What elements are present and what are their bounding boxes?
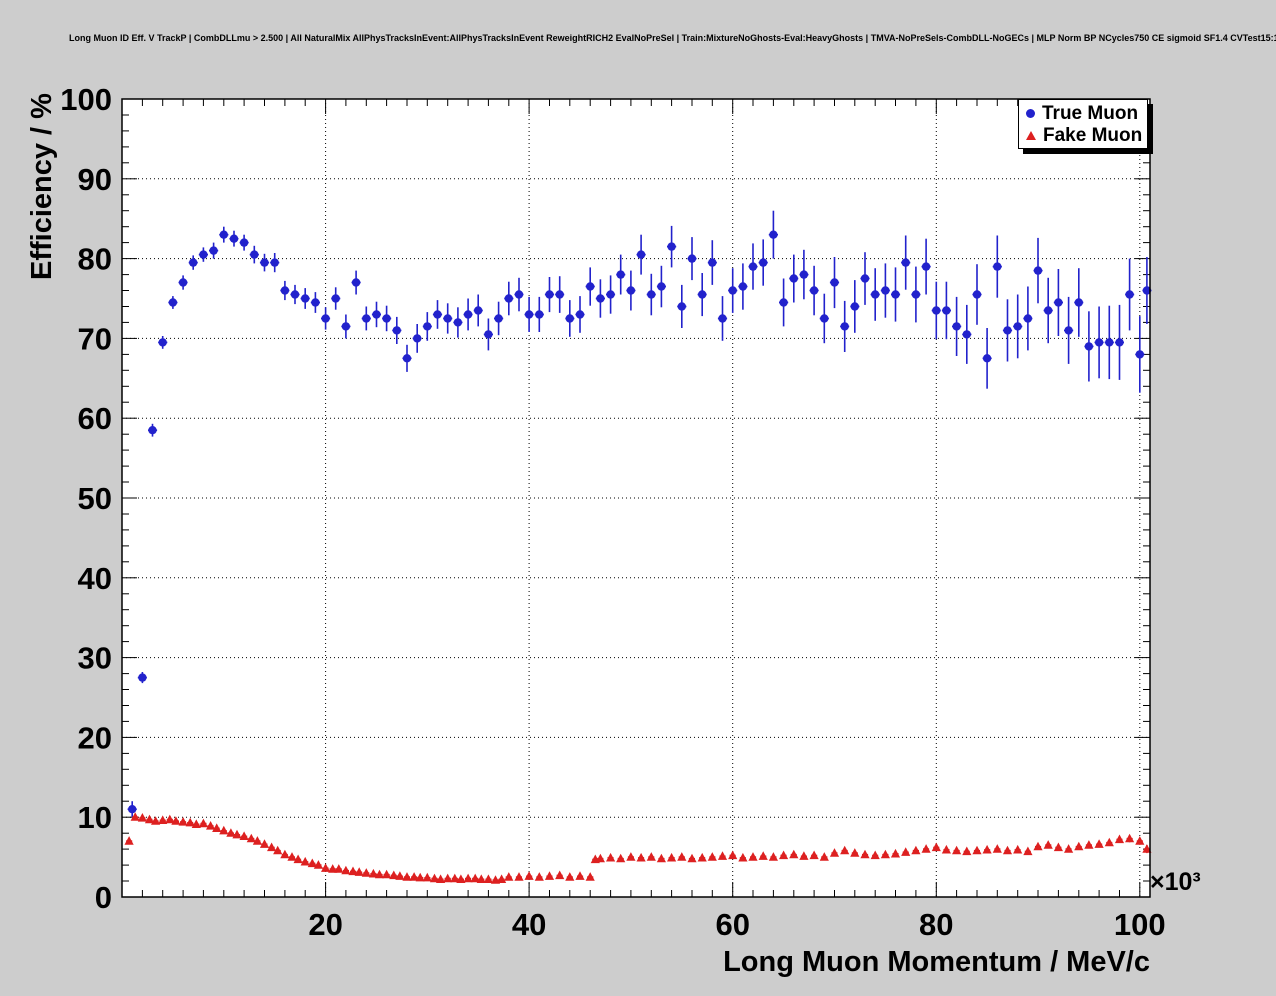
legend: True Muon Fake Muon [1018,99,1148,149]
svg-text:10: 10 [78,800,112,835]
svg-text:60: 60 [715,907,749,942]
svg-text:20: 20 [308,907,342,942]
svg-text:50: 50 [78,481,112,516]
legend-label-true-muon: True Muon [1042,102,1139,124]
svg-text:100: 100 [60,82,112,117]
legend-entry-fake-muon: Fake Muon [1019,126,1147,145]
fake-muon-marker-icon [1026,130,1036,140]
true-muon-marker-icon [1026,108,1035,118]
svg-text:70: 70 [78,321,112,356]
svg-text:40: 40 [78,561,112,596]
svg-text:20: 20 [78,720,112,755]
svg-text:100: 100 [1114,907,1166,942]
svg-text:60: 60 [78,401,112,436]
svg-text:80: 80 [78,242,112,277]
y-axis-title: Efficiency / % [26,93,58,280]
svg-text:90: 90 [78,162,112,197]
legend-entry-true-muon: True Muon [1019,104,1147,123]
x-axis-multiplier: ×10³ [1150,868,1201,896]
svg-text:80: 80 [919,907,953,942]
plot-title: Long Muon ID Eff. V TrackP | CombDLLmu >… [69,33,1276,43]
x-axis-title: Long Muon Momentum / MeV/c [723,946,1150,978]
legend-label-fake-muon: Fake Muon [1043,124,1143,146]
svg-text:0: 0 [95,880,112,915]
svg-text:30: 30 [78,641,112,676]
svg-text:40: 40 [512,907,546,942]
